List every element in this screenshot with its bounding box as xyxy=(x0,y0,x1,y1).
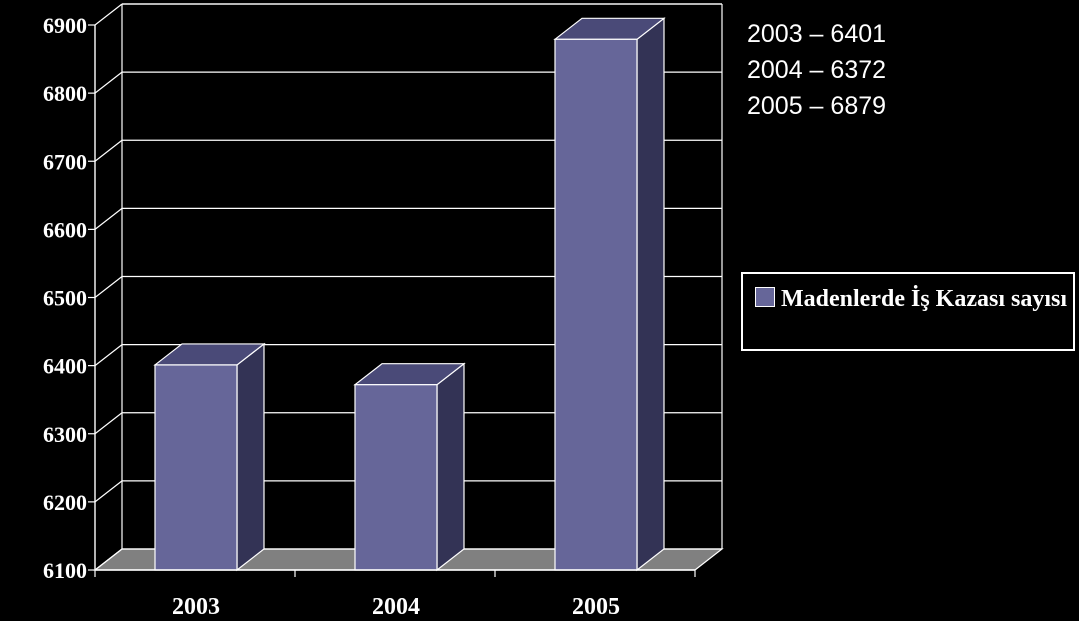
axis-labels: 6100 6200 6300 6400 6500 6600 6700 6800 6900 2003… xyxy=(43,13,620,620)
legend: Madenlerde İş Kazası sayısı xyxy=(741,272,1075,351)
side-wall-line xyxy=(94,548,123,571)
bar-2004 xyxy=(353,362,466,572)
side-wall-line xyxy=(94,412,123,435)
bar-2003 xyxy=(153,342,266,572)
y-tick-label: 6900 xyxy=(43,13,87,38)
legend-swatch xyxy=(755,287,775,307)
x-tick-label: 2004 xyxy=(372,594,420,620)
bar-side xyxy=(636,17,665,572)
bar-front xyxy=(154,364,238,571)
side-wall-line xyxy=(94,344,123,367)
axes xyxy=(88,24,696,577)
y-tick-label: 6200 xyxy=(43,490,87,515)
y-tick-label: 6300 xyxy=(43,422,87,447)
side-wall-line xyxy=(94,71,123,94)
y-tick-label: 6500 xyxy=(43,286,87,311)
y-tick-label: 6100 xyxy=(43,558,87,583)
value-annotations: 2003 – 6401 2004 – 6372 2005 – 6879 xyxy=(747,16,886,124)
bar-side xyxy=(436,362,465,572)
x-tick-label: 2005 xyxy=(572,594,620,620)
y-tick-label: 6600 xyxy=(43,217,87,242)
side-wall-line xyxy=(94,276,123,298)
side-wall-line xyxy=(94,139,123,162)
y-tick-label: 6700 xyxy=(43,149,87,174)
bar-side xyxy=(236,342,265,572)
annotation-2004: 2004 – 6372 xyxy=(747,56,887,84)
y-tick-label: 6400 xyxy=(43,354,87,379)
side-wall-line xyxy=(94,3,123,26)
annotation-2003: 2003 – 6401 xyxy=(747,20,887,48)
side-wall-line xyxy=(94,480,123,503)
legend-label: Madenlerde İş Kazası sayısı xyxy=(781,286,1067,312)
bars xyxy=(153,17,666,572)
annotation-2005: 2005 – 6879 xyxy=(747,92,887,120)
side-wall-line xyxy=(94,207,123,230)
bar-2005 xyxy=(553,17,666,572)
bar-front xyxy=(554,38,638,571)
y-tick-label: 6800 xyxy=(43,81,87,106)
x-tick-label: 2003 xyxy=(172,594,220,620)
bar-front xyxy=(354,384,438,571)
